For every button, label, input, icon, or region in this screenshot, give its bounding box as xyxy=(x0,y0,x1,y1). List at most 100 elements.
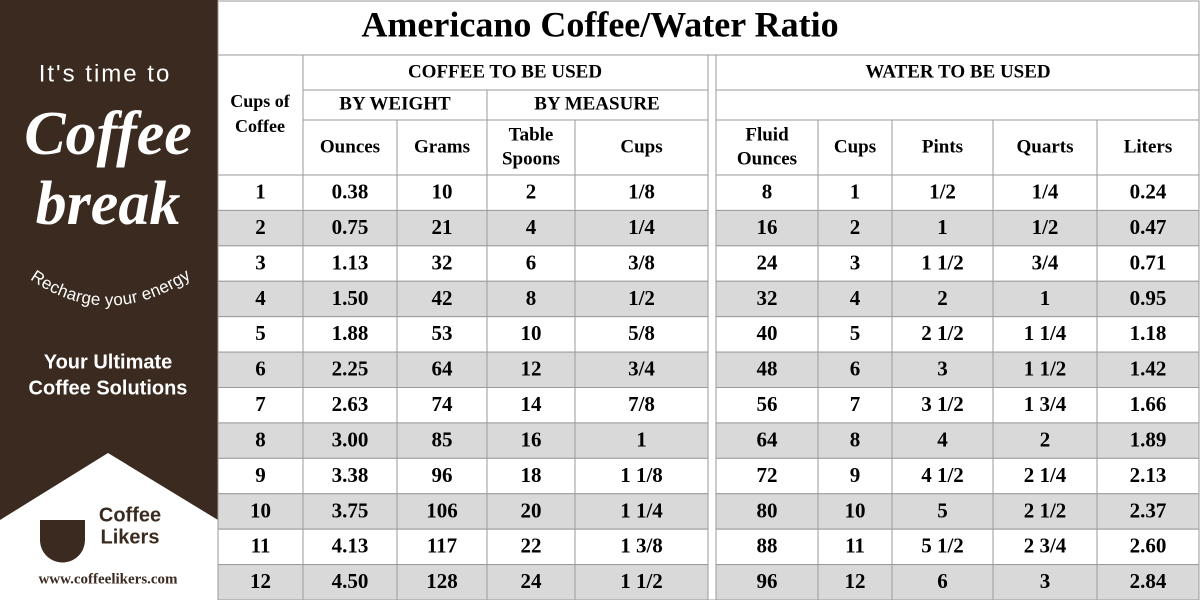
table-cell: 1 3/4 xyxy=(1024,392,1067,416)
cell xyxy=(302,209,398,247)
table-cell: 5 xyxy=(850,321,861,345)
cell xyxy=(302,422,398,459)
table-cell: 1 1/4 xyxy=(620,498,663,522)
table-cell: 9 xyxy=(255,463,266,487)
cell xyxy=(396,422,488,459)
cell xyxy=(396,245,488,282)
table-cell: 53 xyxy=(432,321,453,345)
table-cell: 80 xyxy=(757,498,778,522)
table-cell: 12 xyxy=(845,569,866,593)
cell xyxy=(302,528,398,566)
cell xyxy=(302,457,398,495)
table-cell: 6 xyxy=(526,250,537,274)
logo-text: Likers xyxy=(101,526,160,548)
table-cell: 1.89 xyxy=(1130,427,1167,451)
cell xyxy=(817,174,893,211)
table-cell: 3 xyxy=(850,250,861,274)
table-cell: 56 xyxy=(757,392,778,416)
table-cell: 106 xyxy=(426,498,458,522)
table-title: Americano Coffee/Water Ratio xyxy=(361,4,838,44)
table-cell: 4 xyxy=(255,286,266,310)
table-cell: 128 xyxy=(426,569,458,593)
table-cell: 1/2 xyxy=(1032,215,1059,239)
cell xyxy=(992,528,1098,566)
table-cell: 1 1/8 xyxy=(620,463,663,487)
table-cell: 8 xyxy=(762,180,773,204)
table-cell: 8 xyxy=(526,286,537,310)
table-cell: 2.60 xyxy=(1130,534,1167,558)
column-header: Table xyxy=(509,124,554,145)
table-cell: 3.00 xyxy=(332,427,369,451)
cell xyxy=(396,280,488,318)
cell xyxy=(217,280,304,318)
table-cell: 2.84 xyxy=(1130,569,1167,593)
table-cell: 64 xyxy=(432,357,454,381)
cell xyxy=(715,422,819,459)
table-cell: 5/8 xyxy=(628,321,655,345)
table-cell: 2 1/2 xyxy=(921,321,964,345)
column-gap xyxy=(707,54,717,600)
cell xyxy=(992,119,1098,176)
table-cell: 3 xyxy=(255,250,266,274)
cell xyxy=(396,528,488,566)
table-cell: 10 xyxy=(521,321,542,345)
table-cell: 6 xyxy=(255,357,266,381)
cell xyxy=(486,564,576,600)
cell xyxy=(992,280,1098,318)
cell xyxy=(396,387,488,424)
cell xyxy=(486,387,576,424)
cell xyxy=(396,351,488,389)
cup-icon xyxy=(40,520,85,563)
cell xyxy=(217,528,304,566)
column-header: Cups xyxy=(620,136,662,157)
cell xyxy=(1096,351,1200,389)
cell xyxy=(1096,316,1200,353)
cell xyxy=(396,174,488,211)
column-header: Fluid xyxy=(745,124,789,145)
table-cell: 0.75 xyxy=(332,215,369,239)
table-cell: 18 xyxy=(521,463,542,487)
cell xyxy=(302,119,398,176)
table-cell: 5 xyxy=(937,498,948,522)
cell xyxy=(1096,528,1200,566)
cell xyxy=(817,457,893,495)
table-cell: 1 1/2 xyxy=(620,569,663,593)
table-cell: 8 xyxy=(255,427,266,451)
cell xyxy=(486,351,576,389)
cell xyxy=(396,493,488,530)
cell xyxy=(891,316,994,353)
column-header: Cups xyxy=(834,136,876,157)
cell xyxy=(217,209,304,247)
table-cell: 10 xyxy=(845,498,866,522)
table-cell: 1.18 xyxy=(1130,321,1167,345)
table-cell: 2.63 xyxy=(332,392,369,416)
cell xyxy=(574,387,709,424)
cell xyxy=(302,174,398,211)
table-cell: 6 xyxy=(850,357,861,381)
column-header: Ounces xyxy=(737,148,797,169)
table-cell: 12 xyxy=(521,357,542,381)
table-cell: 117 xyxy=(427,534,457,558)
table-cell: 24 xyxy=(757,250,779,274)
cell xyxy=(817,245,893,282)
table-cell: 32 xyxy=(432,250,453,274)
table-cell: 3 xyxy=(1040,569,1051,593)
cell xyxy=(992,316,1098,353)
cell xyxy=(217,316,304,353)
header: BY WEIGHT xyxy=(339,93,451,114)
cell xyxy=(715,316,819,353)
cell xyxy=(715,89,1200,121)
table-cell: 96 xyxy=(432,463,453,487)
cell xyxy=(817,528,893,566)
cell xyxy=(817,387,893,424)
cell xyxy=(302,54,709,91)
house-shape xyxy=(0,453,218,600)
cell xyxy=(715,351,819,389)
cell xyxy=(817,493,893,530)
table-cell: 3/4 xyxy=(628,357,655,381)
table-cell: 10 xyxy=(250,498,271,522)
cell xyxy=(486,528,576,566)
table-cell: 7/8 xyxy=(628,392,655,416)
table-cell: 3 xyxy=(937,357,948,381)
column-header: Quarts xyxy=(1017,136,1074,157)
